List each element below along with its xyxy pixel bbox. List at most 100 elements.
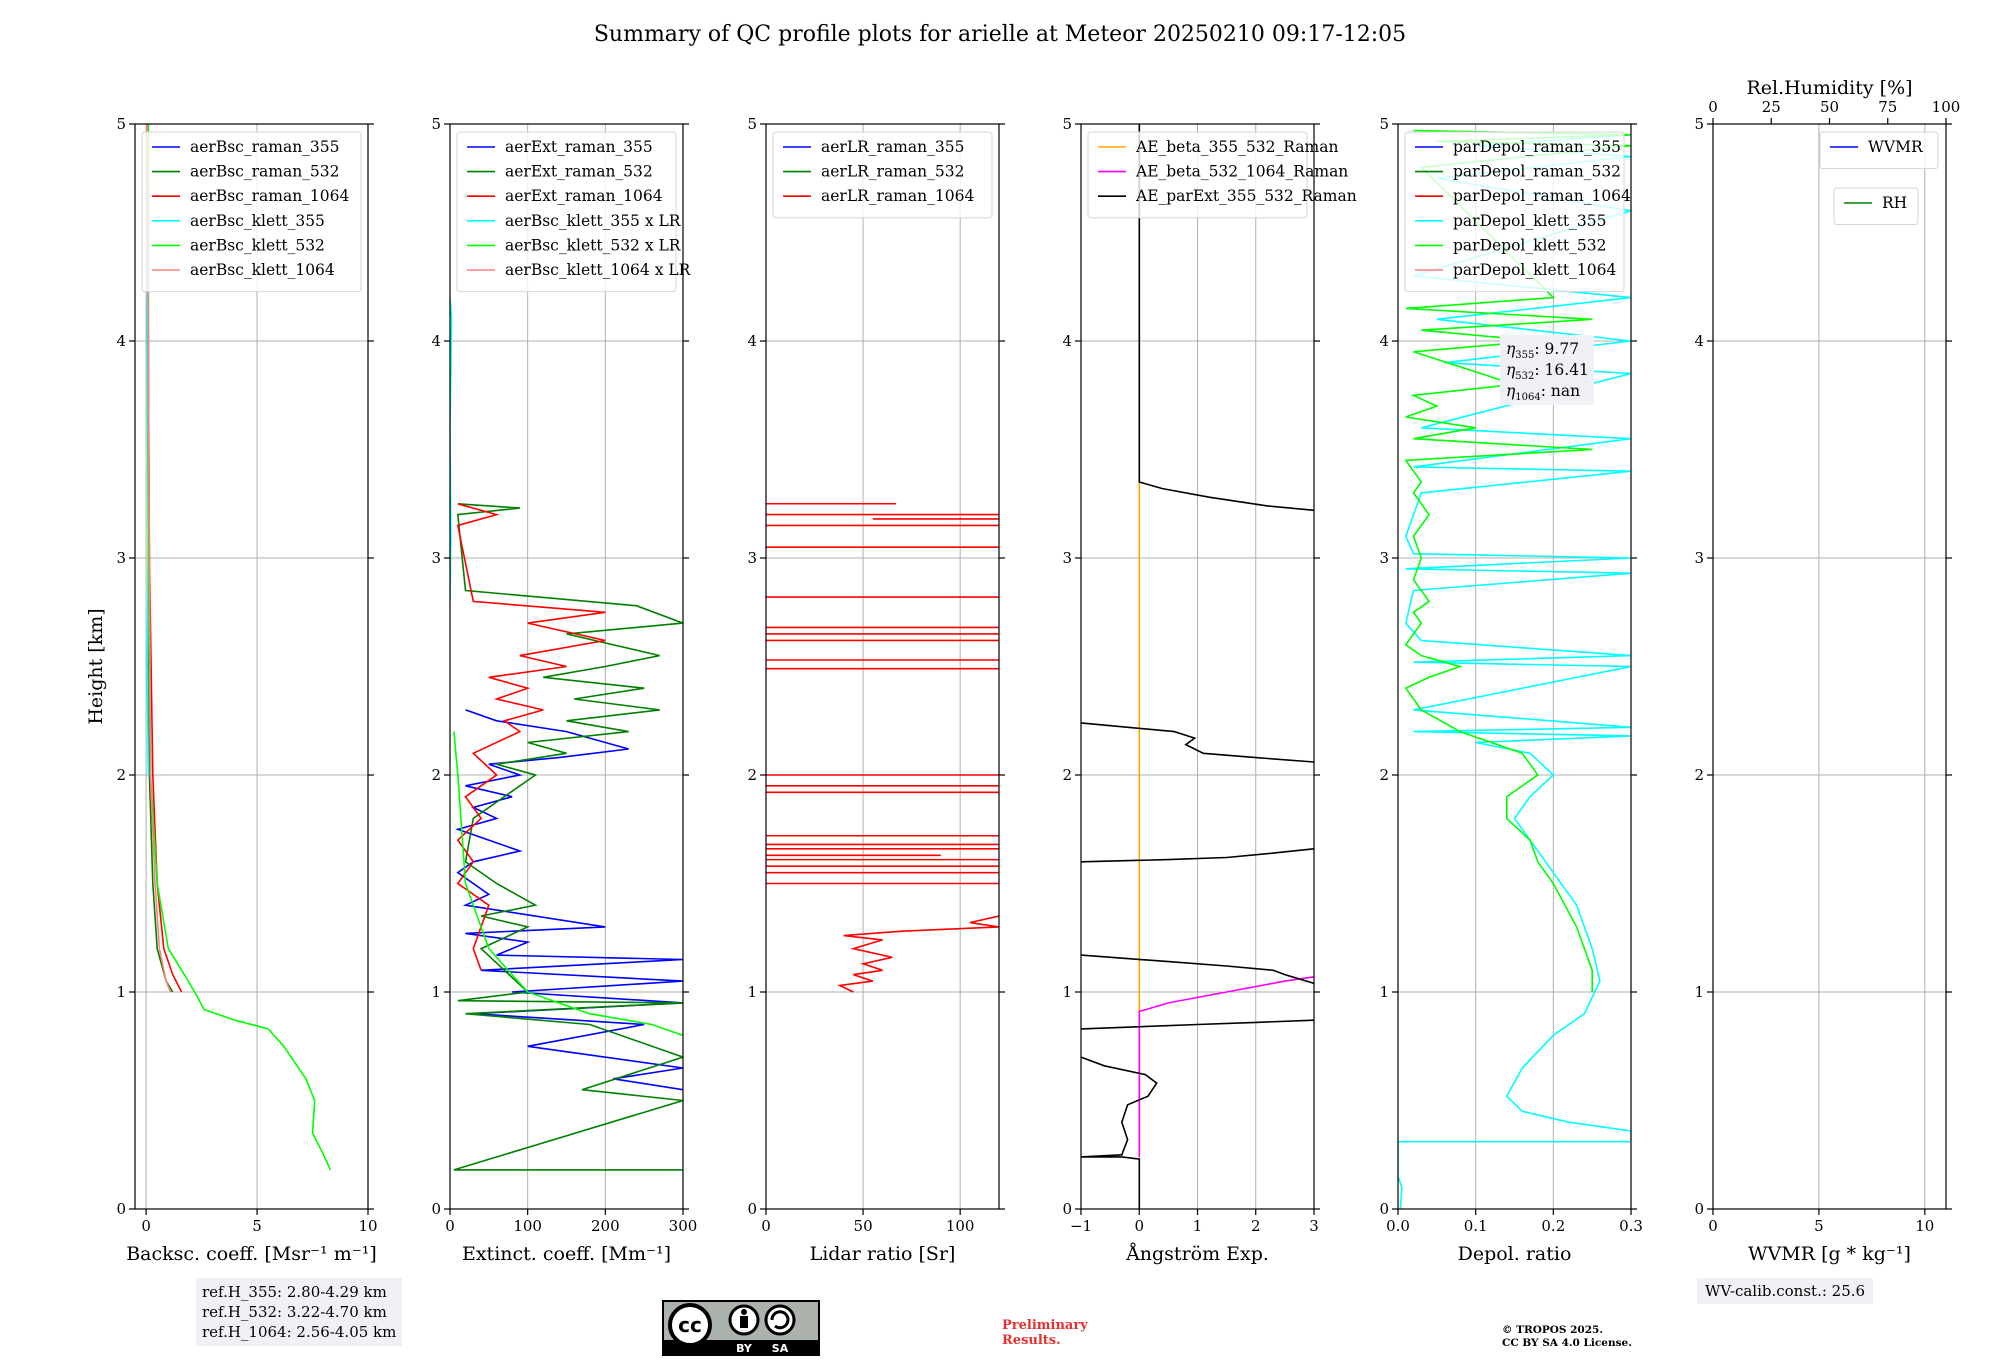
ref-height-532: ref.H_532: 3.22-4.70 km — [202, 1303, 387, 1321]
copyright-line-2: CC BY SA 4.0 License. — [1502, 1337, 1632, 1349]
y-tick-label: 0 — [1694, 1200, 1704, 1218]
legend-box — [772, 131, 993, 219]
x-axis-label: Extinct. coeff. [Mm⁻¹] — [462, 1243, 671, 1265]
series-aerBsc_klett_1064 — [146, 124, 172, 993]
series-AE_beta_532_1064_Raman — [1138, 976, 1314, 1157]
legend: aerLR_raman_355 aerLR_raman_532 aerLR_rama… — [772, 131, 993, 219]
y-tick-label: 2 — [431, 766, 441, 784]
legend-label: aerBsc_raman_532 — [190, 163, 340, 181]
top-axis-label: Rel.Humidity [%] — [1746, 77, 1912, 99]
top-x-tick-label: 25 — [1762, 98, 1781, 116]
y-tick-label: 2 — [116, 766, 126, 784]
legend: AE_beta_355_532_Raman AE_beta_532_1064_Ra… — [1087, 131, 1357, 219]
x-tick-label: 5 — [252, 1217, 262, 1235]
series-AE_parExt_355_532_Raman — [1081, 1019, 1314, 1030]
legend: parDepol_raman_355 parDepol_raman_532 parD… — [1404, 131, 1631, 293]
series-group — [146, 124, 332, 1171]
y-tick-label: 3 — [747, 549, 757, 567]
x-tick-label: 1 — [1193, 1217, 1203, 1235]
copyright-note: © TROPOS 2025. CC BY SA 4.0 License. — [1502, 1324, 1632, 1350]
y-tick-label: 5 — [116, 115, 126, 133]
axes-frame — [1712, 123, 1947, 1210]
legend-label: AE_parExt_355_532_Raman — [1135, 187, 1357, 205]
legend-label: parDepol_raman_532 — [1453, 163, 1621, 181]
series-aerExt_raman_532 — [453, 503, 683, 1171]
legend-label: parDepol_klett_532 — [1453, 236, 1606, 254]
legend-label: WVMR — [1868, 138, 1924, 156]
series-group — [766, 502, 999, 993]
legend-label: aerLR_raman_532 — [821, 163, 964, 181]
panel-1: 0 1 2 3 4 5 0 5 10 Backsc. coeff. [Msr⁻¹ m⁻¹] Heig… — [85, 115, 378, 1265]
x-tick-label: 10 — [358, 1217, 377, 1235]
y-tick-label: 5 — [1062, 115, 1072, 133]
y-tick-label: 3 — [116, 549, 126, 567]
preliminary-note: Preliminary Results. — [1002, 1318, 1088, 1348]
y-tick-label: 4 — [431, 332, 441, 350]
y-tick-label: 3 — [1694, 549, 1704, 567]
y-tick-label: 2 — [747, 766, 757, 784]
y-tick-label: 1 — [116, 983, 126, 1001]
legend-label: parDepol_raman_355 — [1453, 138, 1621, 156]
y-tick-label: 2 — [1062, 766, 1072, 784]
legend-box — [1087, 131, 1308, 219]
series-aerBsc_klett_532 x LR — [453, 731, 683, 1037]
x-axis-label: Ångström Exp. — [1125, 1243, 1269, 1265]
x-axis-label: Backsc. coeff. [Msr⁻¹ m⁻¹] — [126, 1243, 377, 1265]
series-parDepol_klett_355 — [1398, 134, 1631, 1209]
eta-line: η532: 16.41 — [1506, 361, 1589, 382]
legend-label: aerBsc_raman_1064 — [190, 187, 350, 205]
y-tick-label: 5 — [747, 115, 757, 133]
legend-label: aerBsc_klett_1064 x LR — [505, 261, 692, 279]
legend-label: aerExt_raman_355 — [505, 138, 653, 156]
top-x-tick-label: 50 — [1820, 98, 1839, 116]
x-tick-label: 50 — [854, 1217, 873, 1235]
y-tick-label: 0 — [431, 1200, 441, 1218]
series-group — [450, 297, 683, 1171]
legend-label: aerExt_raman_1064 — [505, 187, 663, 205]
y-axis-label: Height [km] — [85, 608, 107, 724]
y-tick-label: 0 — [116, 1200, 126, 1218]
x-axis-label: WVMR [g * kg⁻¹] — [1748, 1243, 1911, 1265]
preliminary-line-1: Preliminary — [1002, 1318, 1088, 1333]
x-tick-label: 0 — [141, 1217, 151, 1235]
series-aerLR_raman_1064 — [837, 915, 999, 993]
legend-box — [456, 131, 677, 293]
x-tick-label: 10 — [1915, 1217, 1934, 1235]
y-tick-label: 1 — [1694, 983, 1704, 1001]
series-aerExt_raman_355 — [455, 709, 683, 1091]
legend-box — [141, 131, 362, 293]
legend: WVMR — [1819, 131, 1939, 170]
cc-by-label: BY — [736, 1342, 753, 1355]
series-aerExt_raman_1064 — [456, 503, 606, 971]
legend: aerExt_raman_355 aerExt_raman_532 aerExt_r… — [456, 131, 692, 293]
legend-label: aerBsc_klett_1064 — [190, 261, 335, 279]
y-tick-label: 4 — [1062, 332, 1072, 350]
x-tick-label: 100 — [513, 1217, 542, 1235]
x-tick-label: 0.3 — [1619, 1217, 1643, 1235]
ref-height-355: ref.H_355: 2.80-4.29 km — [202, 1283, 387, 1301]
y-tick-label: 3 — [1379, 549, 1389, 567]
legend-box — [1819, 131, 1939, 170]
y-tick-label: 5 — [431, 115, 441, 133]
legend-label: parDepol_klett_355 — [1453, 212, 1606, 230]
legend-label: aerBsc_klett_355 x LR — [505, 212, 682, 230]
legend-label: aerBsc_klett_355 — [190, 212, 325, 230]
y-tick-label: 4 — [1694, 332, 1704, 350]
y-tick-label: 1 — [1379, 983, 1389, 1001]
axes-frame — [765, 123, 1000, 1210]
x-tick-label: 0.0 — [1386, 1217, 1410, 1235]
eta-line: η355: 9.77 — [1506, 340, 1579, 361]
legend-label: parDepol_raman_1064 — [1453, 187, 1631, 205]
legend-label: parDepol_klett_1064 — [1453, 261, 1616, 279]
y-tick-label: 0 — [747, 1200, 757, 1218]
x-tick-label: 300 — [669, 1217, 698, 1235]
x-tick-label: 2 — [1251, 1217, 1261, 1235]
series-group — [1081, 124, 1314, 1209]
eta-box — [1500, 335, 1594, 405]
y-tick-label: 5 — [1694, 115, 1704, 133]
legend-label: aerExt_raman_532 — [505, 163, 653, 181]
x-tick-label: 0.2 — [1541, 1217, 1565, 1235]
axes-frame — [449, 123, 684, 1210]
y-tick-label: 5 — [1379, 115, 1389, 133]
